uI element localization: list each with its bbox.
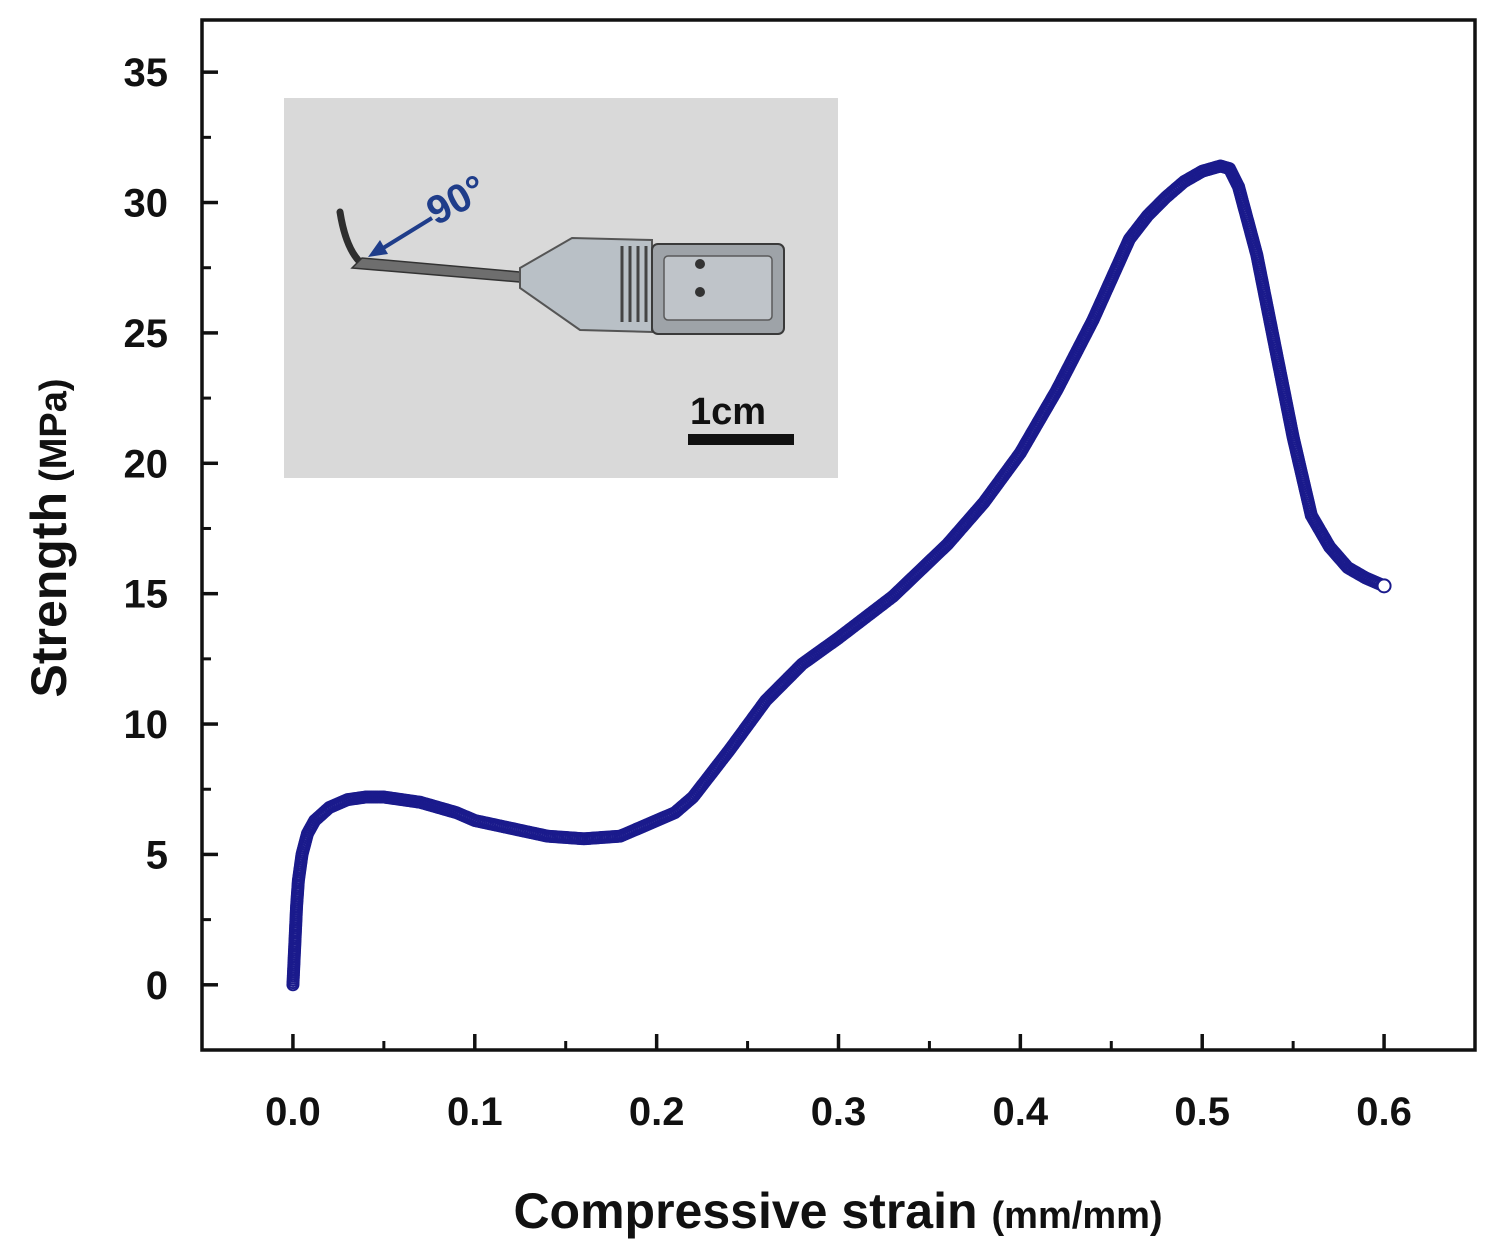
x-axis-title: Compressive strain (mm/mm)	[513, 1183, 1162, 1239]
x-tick-label: 0.3	[811, 1090, 867, 1134]
inset-scale-bar	[688, 434, 794, 445]
y-axis-title: Strength(MPa)	[21, 379, 77, 698]
y-tick-label: 25	[124, 312, 169, 356]
y-tick-label: 0	[146, 964, 168, 1008]
y-tick-label: 15	[124, 573, 169, 617]
y-axis-ticks: 0 5 10 15 20 25 30 35	[124, 51, 218, 1008]
y-tick-label: 5	[146, 833, 168, 877]
data-series	[286, 159, 1392, 992]
connector-sample-picture	[336, 208, 785, 335]
plot-frame	[200, 18, 1477, 1052]
inset-arrow-line	[378, 216, 434, 252]
y-tick-label: 10	[124, 703, 169, 747]
y-tick-label: 30	[124, 182, 169, 226]
x-tick-label: 0.6	[1356, 1090, 1412, 1134]
y-tick-label: 20	[124, 442, 169, 486]
x-tick-label: 0.2	[629, 1090, 685, 1134]
inset-photo: 90° 1cm	[284, 98, 838, 478]
x-tick-label: 0.5	[1174, 1090, 1230, 1134]
y-tick-label: 35	[124, 51, 169, 95]
inset-arrow-icon	[368, 240, 388, 257]
x-tick-label: 0.0	[265, 1090, 321, 1134]
x-tick-label: 0.1	[447, 1090, 503, 1134]
data-point-end	[1376, 578, 1392, 594]
x-tick-label: 0.4	[993, 1090, 1049, 1134]
inset-scale-label: 1cm	[690, 391, 766, 433]
